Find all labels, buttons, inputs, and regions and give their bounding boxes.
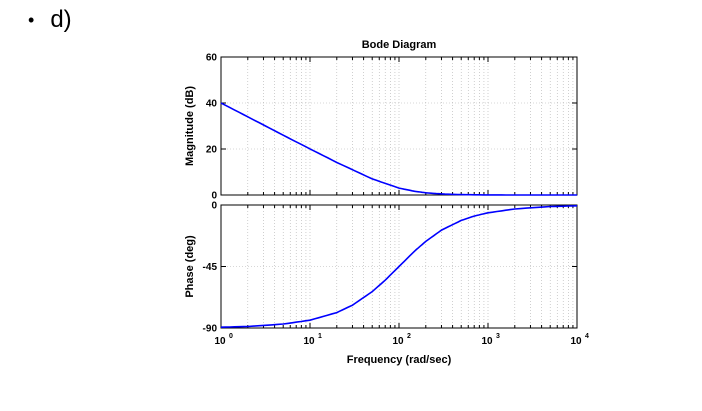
magnitude-axes: 0 20 40 60 Magnitude (dB) (184, 53, 578, 202)
x-tick-label-base: 10 (392, 336, 404, 347)
magnitude-series-line (220, 102, 577, 196)
x-tick-label-exponent: 3 (496, 333, 500, 340)
x-tick-label-base: 10 (570, 336, 582, 347)
bullet-dot: • (28, 10, 35, 30)
phase-y-tick-label: -90 (203, 324, 218, 335)
x-tick-label-base: 10 (481, 336, 493, 347)
phase-axes: -90 -45 0 Phase (deg) (184, 201, 578, 335)
magnitude-y-tick-label: 20 (206, 145, 218, 156)
bullet-label: d) (50, 6, 72, 33)
x-axis-label: Frequency (rad/sec) (347, 354, 452, 366)
magnitude-y-tick-label: 0 (211, 191, 217, 202)
x-tick-label-exponent: 4 (585, 333, 589, 340)
phase-y-axis-label: Phase (deg) (184, 235, 196, 298)
magnitude-y-tick-label: 60 (206, 53, 218, 64)
phase-series-line (220, 205, 578, 328)
slide-bullet-item: • d) (28, 6, 72, 34)
x-tick-label-exponent: 0 (229, 333, 233, 340)
x-tick-label-exponent: 1 (318, 333, 322, 340)
x-tick-label-base: 10 (303, 336, 315, 347)
x-tick-label-exponent: 2 (407, 333, 411, 340)
x-tick-label-base: 10 (214, 336, 226, 347)
magnitude-y-tick-label: 40 (206, 99, 218, 110)
magnitude-y-axis-label: Magnitude (dB) (184, 86, 196, 166)
phase-y-tick-label: -45 (203, 262, 218, 273)
chart-title: Bode Diagram (362, 39, 437, 51)
phase-y-tick-label: 0 (211, 201, 217, 212)
